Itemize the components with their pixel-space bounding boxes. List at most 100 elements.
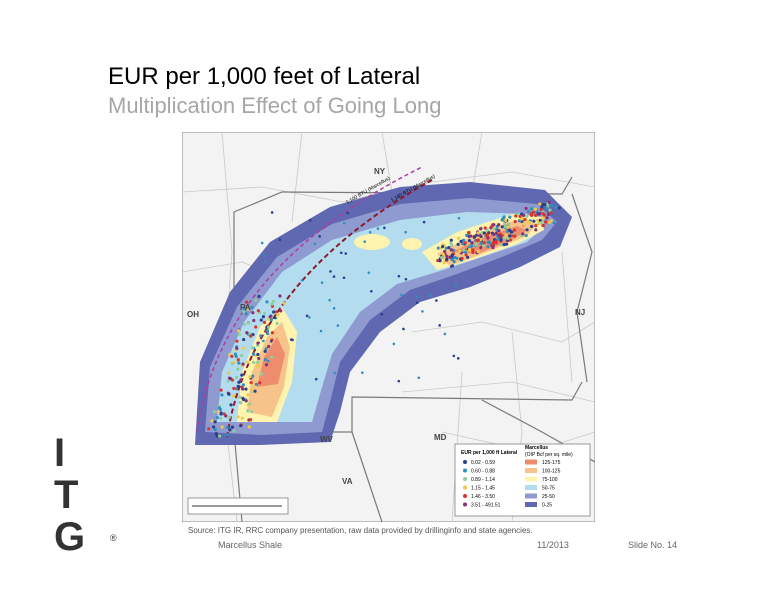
well-dot [472,235,476,239]
legend-label: 50-75 [542,486,555,492]
logo-letter: I [54,431,66,475]
state-label: NJ [575,308,585,317]
well-dot [250,388,254,392]
well-dot [545,216,549,220]
well-dot [463,250,468,254]
well-dot [336,324,340,327]
well-dot [471,250,475,254]
well-dot [508,234,512,238]
well-dot [218,416,223,420]
well-dot [448,255,452,259]
well-dot [417,376,421,380]
well-dot [230,354,234,358]
well-dot [232,360,236,364]
well-dot [544,220,548,224]
well-dot [554,205,558,210]
well-dot [212,410,217,414]
well-dot [540,220,544,225]
well-dot [252,318,256,323]
well-dot [216,410,220,414]
well-dot [333,371,337,375]
well-dot [244,387,248,391]
well-dot [422,220,426,224]
well-dot [227,392,231,396]
well-dot [550,203,554,207]
well-dot [214,431,218,436]
well-dot [519,217,524,221]
legend-swatch [525,459,537,465]
well-dot [256,352,260,357]
well-dot [415,301,419,305]
well-dot [328,298,331,302]
well-dot [235,339,239,343]
well-dot [251,332,255,337]
well-dot [452,354,456,358]
well-dot [507,222,511,226]
well-dot [252,360,256,365]
well-dot [246,409,250,413]
well-dot [380,312,384,316]
well-dot [213,428,217,432]
well-dot [524,206,528,211]
well-dot [253,389,257,393]
well-dot [541,223,545,228]
well-dot [471,248,475,252]
legend-dot [463,494,467,498]
well-dot [257,294,261,299]
well-dot [270,355,274,359]
well-dot [501,217,505,221]
well-dot [435,299,438,302]
well-dot [479,241,483,246]
well-dot [236,329,241,333]
well-dot [525,228,529,232]
well-dot [262,254,266,257]
well-dot [215,415,219,420]
well-dot [506,225,510,229]
well-dot [238,401,243,405]
well-dot [219,388,223,392]
subtitle: Multiplication Effect of Going Long [108,93,442,118]
well-dot [227,371,231,375]
well-dot [257,356,261,361]
footer-left: Marcellus Shale [218,540,283,550]
well-dot [504,233,508,237]
well-dot [452,259,456,264]
well-dot [236,367,240,371]
legend-title: EUR per 1,000 ft Lateral [461,450,518,456]
well-dot [415,295,418,298]
well-dot [534,224,538,228]
well-dot [376,227,380,230]
well-dot [508,215,512,219]
well-dot [259,318,263,322]
well-dot [468,247,472,251]
well-dot [467,231,471,235]
well-dot [246,307,250,311]
well-dot [541,217,545,221]
well-dot [482,241,486,245]
well-dot [235,375,239,380]
well-dot [244,399,248,403]
well-dot [557,206,561,210]
well-dot [476,238,480,242]
well-dot [476,249,480,254]
title: EUR per 1,000 feet of Lateral [108,63,421,90]
well-dot [537,221,541,226]
well-dot [400,293,403,297]
well-dot [264,347,268,351]
well-dot [244,300,249,304]
well-dot [499,238,503,242]
well-dot [240,373,244,377]
well-dot [236,358,240,362]
well-dot [263,357,268,362]
well-dot [518,214,522,219]
well-dot [404,277,408,281]
well-dot [279,309,283,313]
well-dot [528,220,532,225]
well-dot [461,242,465,246]
well-dot [457,216,461,220]
well-dot [339,251,343,255]
well-dot [513,220,517,224]
well-dot [264,260,267,264]
state-label: VA [342,477,353,486]
state-label: WV [320,435,334,444]
